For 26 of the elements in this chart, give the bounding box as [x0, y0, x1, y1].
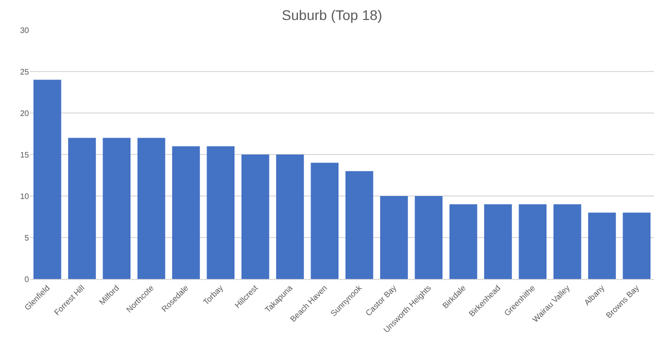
bar	[310, 162, 339, 279]
bar	[241, 154, 270, 279]
y-tick-label: 30	[20, 26, 30, 35]
bar	[172, 146, 200, 279]
chart-title: Suburb (Top 18)	[282, 7, 382, 24]
bar	[414, 196, 443, 279]
y-tick-label: 20	[20, 108, 30, 118]
bar	[380, 196, 408, 279]
y-tick-label: 0	[24, 274, 30, 284]
y-tick-label: 25	[20, 67, 30, 76]
bar	[553, 204, 582, 279]
y-tick-label: 5	[24, 233, 30, 242]
bar	[68, 138, 96, 279]
bar	[345, 171, 374, 279]
bar	[137, 138, 166, 279]
bar	[588, 212, 616, 279]
y-tick-label: 15	[20, 150, 30, 160]
bar	[33, 80, 62, 279]
y-tick-label: 10	[20, 192, 30, 201]
bar	[449, 204, 478, 279]
bar	[276, 154, 304, 279]
bar	[484, 204, 512, 279]
bar	[622, 212, 651, 279]
bar	[518, 204, 547, 279]
bar	[102, 138, 131, 279]
bar	[206, 146, 235, 279]
